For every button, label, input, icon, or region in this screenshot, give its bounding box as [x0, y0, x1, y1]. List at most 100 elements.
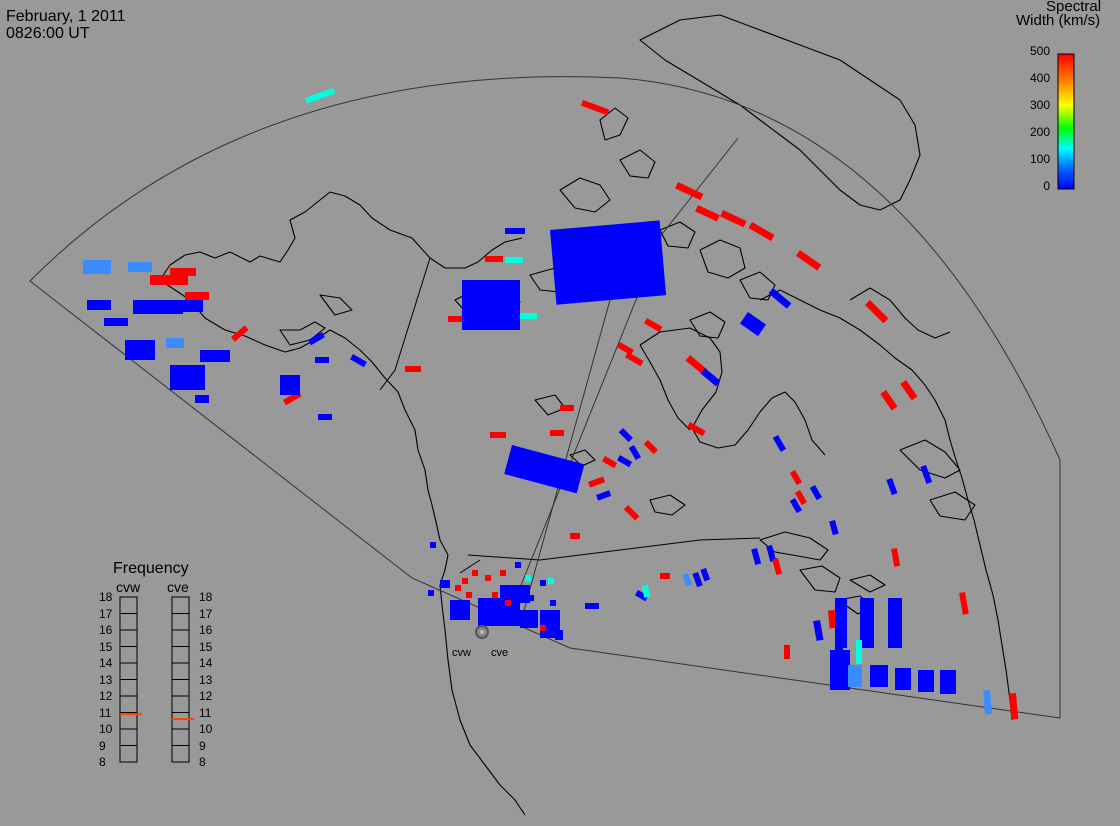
- range-cell: [618, 428, 633, 443]
- range-cell: [643, 440, 658, 455]
- range-cell: [920, 465, 933, 484]
- range-cell: [472, 570, 478, 576]
- colorbar-tick: 0: [1043, 179, 1050, 193]
- range-cell: [660, 573, 670, 579]
- range-cell: [682, 572, 693, 587]
- range-cell: [625, 352, 644, 367]
- range-cell: [540, 625, 546, 631]
- range-cell: [880, 390, 898, 411]
- colorbar-title: Spectral: [1046, 0, 1102, 15]
- range-cell: [550, 600, 556, 606]
- frequency-scale-label: 16: [99, 623, 113, 637]
- range-cell-cluster: [860, 598, 874, 648]
- range-cell: [628, 445, 641, 461]
- range-cell: [700, 367, 721, 387]
- range-cell: [794, 490, 807, 506]
- site-label-east: cve: [491, 647, 509, 659]
- frequency-scale-label: 12: [199, 689, 213, 703]
- range-cell: [428, 590, 434, 596]
- range-cell: [675, 182, 704, 201]
- range-cell-cluster: [166, 338, 184, 348]
- colorbar-tick: 400: [1029, 71, 1050, 85]
- range-cell: [570, 533, 580, 539]
- range-cell-cluster: [133, 300, 183, 314]
- range-cell: [519, 313, 537, 319]
- range-cell: [305, 87, 336, 104]
- range-cell: [492, 592, 498, 598]
- colorbar: [1057, 53, 1075, 190]
- range-cell: [350, 353, 367, 368]
- range-cell: [462, 578, 468, 584]
- borders: [379, 257, 761, 574]
- range-cell: [550, 618, 556, 624]
- range-cell: [720, 210, 747, 228]
- range-cell: [512, 592, 518, 598]
- frequency-scale-label: 11: [199, 705, 212, 720]
- range-cell: [308, 332, 325, 346]
- range-cell-cluster: [170, 365, 205, 390]
- range-cell: [635, 590, 649, 602]
- range-cell: [766, 544, 777, 563]
- range-cell: [685, 354, 707, 375]
- range-cell: [515, 562, 521, 568]
- range-cell: [500, 570, 506, 576]
- range-cell: [318, 414, 332, 420]
- frequency-scale-label: 10: [199, 722, 213, 736]
- range-cell-cluster: [450, 600, 470, 620]
- range-cell: [555, 633, 561, 639]
- range-cell-cluster: [549, 220, 667, 305]
- radar-sites: [475, 625, 489, 639]
- spectral-width-cells: [83, 87, 1019, 720]
- range-cell: [809, 485, 822, 501]
- range-cell: [695, 205, 720, 222]
- range-cell-cluster: [125, 340, 155, 360]
- range-cell: [772, 558, 783, 576]
- range-cell: [700, 567, 711, 582]
- range-cell: [448, 316, 466, 322]
- range-cell: [692, 572, 703, 588]
- range-cell-cluster: [83, 260, 111, 274]
- colorbar-tick: 300: [1029, 98, 1050, 112]
- frequency-scale-label: 15: [199, 639, 213, 654]
- range-cell: [430, 542, 436, 548]
- frequency-left-label: cvw: [116, 579, 141, 595]
- range-cell: [789, 498, 802, 514]
- frequency-scale-label: 18: [99, 590, 113, 604]
- range-cell: [983, 689, 993, 715]
- range-cell: [315, 357, 329, 363]
- range-cell: [405, 366, 421, 372]
- frequency-scale-label: 11: [99, 705, 112, 720]
- range-cell-cluster: [870, 665, 888, 687]
- range-cell-cluster: [888, 598, 902, 648]
- range-cell: [520, 585, 526, 591]
- colorbar-units: Width (km/s): [1016, 12, 1101, 29]
- range-cell: [485, 575, 491, 581]
- range-cell: [623, 505, 640, 521]
- range-cell: [550, 430, 564, 436]
- range-cell-cluster: [170, 268, 196, 276]
- colorbar-gradient: [1057, 53, 1075, 190]
- range-cell: [829, 520, 839, 536]
- range-cell: [891, 548, 901, 567]
- range-cell-cluster: [462, 280, 520, 330]
- range-cell: [687, 422, 706, 437]
- range-cell: [505, 600, 511, 606]
- colorbar-tick: 500: [1029, 44, 1050, 58]
- frequency-scale-label: 14: [99, 656, 113, 670]
- range-cell: [580, 100, 610, 116]
- range-cell-cluster: [185, 292, 209, 300]
- range-cell: [813, 620, 824, 641]
- range-cell: [644, 318, 663, 333]
- range-cell: [525, 575, 531, 581]
- frequency-scale-label: 13: [199, 672, 213, 687]
- time-label: 0826:00 UT: [6, 25, 90, 42]
- frequency-scale-label: 10: [99, 722, 113, 736]
- range-cell: [617, 455, 633, 468]
- range-cell: [789, 470, 802, 486]
- range-cell: [900, 380, 918, 401]
- range-cell: [865, 299, 889, 324]
- colorbar-tick: 100: [1029, 152, 1050, 166]
- frequency-panel: [119, 596, 194, 763]
- range-cell: [455, 585, 461, 591]
